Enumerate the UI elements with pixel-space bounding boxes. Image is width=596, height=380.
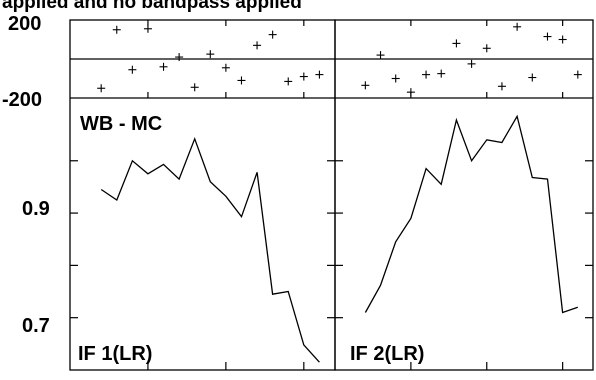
top-y-tick-label-max: 200 <box>8 13 41 35</box>
bottom-y-axis: 0.9 0.7 <box>22 198 50 337</box>
bottom-y-tick-label-0-7: 0.7 <box>22 315 50 337</box>
scatter-point <box>315 70 324 79</box>
scatter-point <box>467 59 476 68</box>
scatter-point <box>97 84 106 93</box>
scatter-point <box>253 41 262 50</box>
scatter-point <box>497 82 506 91</box>
scatter-point <box>112 25 121 34</box>
top-panel-annotation: WB - MC <box>80 113 162 135</box>
scatter-point <box>361 81 370 90</box>
scatter-point <box>376 51 385 60</box>
panel-if2: IF 2(LR) <box>334 19 594 371</box>
scatter-point <box>268 30 277 39</box>
scatter-point <box>128 65 137 74</box>
panel-if2-ticks <box>335 20 593 370</box>
scatter-point <box>482 44 491 53</box>
scatter-point <box>190 83 199 92</box>
panel-if2-frame <box>334 19 594 371</box>
panel-if1-line-series <box>100 136 320 363</box>
scatter-point <box>513 22 522 31</box>
scatter-point <box>528 73 537 82</box>
panel-if2-label: IF 2(LR) <box>350 343 424 365</box>
scatter-point <box>221 63 230 72</box>
top-y-axis: 200 -200 <box>2 13 42 111</box>
scatter-point <box>206 50 215 59</box>
scatter-point <box>573 70 582 79</box>
scatter-point <box>159 62 168 71</box>
scatter-point <box>299 72 308 81</box>
panel-if1-label: IF 1(LR) <box>78 343 152 365</box>
scatter-point <box>237 76 246 85</box>
scatter-point <box>175 53 184 62</box>
panel-if1-ticks <box>70 20 335 370</box>
scatter-point <box>422 70 431 79</box>
scatter-point <box>437 69 446 78</box>
scatter-point <box>143 24 152 33</box>
scatter-point <box>284 77 293 86</box>
scatter-point <box>452 39 461 48</box>
panel-if2-line-series <box>364 114 579 314</box>
scatter-point <box>406 88 415 97</box>
panel-if2-scatter <box>361 22 582 97</box>
top-y-tick-label-min: -200 <box>2 89 42 111</box>
scatter-point <box>391 74 400 83</box>
panel-if1-scatter <box>97 24 324 93</box>
scatter-point <box>558 35 567 44</box>
scatter-point <box>543 32 552 41</box>
chart-title: applied and no bandpass applied <box>2 0 302 13</box>
panel-if1: IF 1(LR) <box>69 19 336 371</box>
bottom-y-tick-label-0-9: 0.9 <box>22 198 50 220</box>
